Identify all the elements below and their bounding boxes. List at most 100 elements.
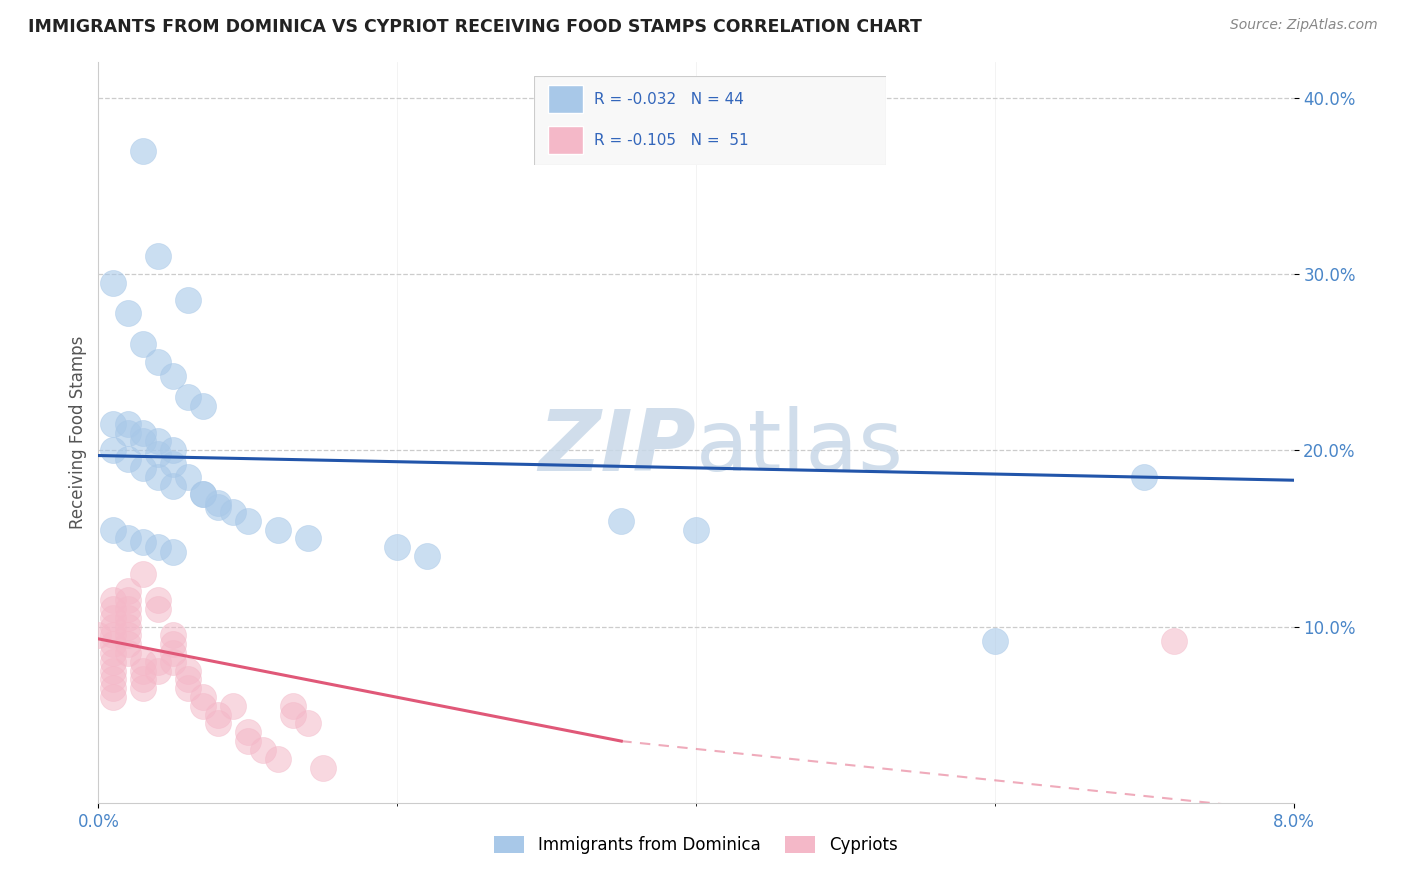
Point: [148, 249, 170, 263]
Point: [103, 602, 125, 616]
Point: [117, 619, 139, 633]
Point: [103, 523, 125, 537]
Point: [117, 593, 139, 607]
Point: [162, 545, 184, 559]
Point: [117, 602, 139, 616]
Point: [103, 646, 125, 660]
Point: [117, 425, 139, 440]
Text: Source: ZipAtlas.com: Source: ZipAtlas.com: [1230, 18, 1378, 32]
Point: [267, 752, 290, 766]
Point: [177, 390, 200, 404]
Point: [117, 646, 139, 660]
Text: ZIP: ZIP: [538, 406, 696, 489]
Point: [148, 593, 170, 607]
Y-axis label: Receiving Food Stamps: Receiving Food Stamps: [69, 336, 87, 529]
Point: [385, 540, 409, 554]
Point: [132, 535, 155, 549]
Point: [610, 514, 633, 528]
Point: [207, 500, 229, 514]
Text: IMMIGRANTS FROM DOMINICA VS CYPRIOT RECEIVING FOOD STAMPS CORRELATION CHART: IMMIGRANTS FROM DOMINICA VS CYPRIOT RECE…: [28, 18, 922, 36]
Point: [162, 646, 184, 660]
Point: [117, 610, 139, 624]
Point: [177, 469, 200, 483]
Bar: [548, 126, 583, 154]
Point: [103, 664, 125, 678]
Point: [103, 417, 125, 431]
Point: [117, 584, 139, 599]
Point: [132, 664, 155, 678]
Point: [177, 293, 200, 308]
Point: [191, 690, 214, 704]
Point: [103, 637, 125, 651]
Point: [103, 628, 125, 642]
Point: [685, 523, 707, 537]
Point: [103, 690, 125, 704]
Point: [132, 461, 155, 475]
Point: [132, 144, 155, 158]
Point: [132, 673, 155, 687]
Point: [132, 566, 155, 581]
Point: [117, 532, 139, 546]
Point: [416, 549, 439, 563]
Point: [236, 514, 259, 528]
Point: [1133, 469, 1156, 483]
Point: [148, 355, 170, 369]
Bar: [548, 85, 583, 113]
Point: [148, 655, 170, 669]
Point: [267, 523, 290, 537]
Point: [1163, 633, 1185, 648]
Point: [103, 655, 125, 669]
Point: [117, 452, 139, 467]
Point: [297, 532, 319, 546]
Point: [252, 743, 274, 757]
Point: [132, 681, 155, 696]
Point: [311, 760, 333, 774]
Point: [207, 716, 229, 731]
Point: [148, 469, 170, 483]
Point: [281, 707, 304, 722]
Point: [191, 487, 214, 501]
Point: [148, 447, 170, 461]
Point: [236, 725, 259, 739]
Point: [117, 306, 139, 320]
Point: [117, 637, 139, 651]
Point: [148, 602, 170, 616]
Point: [207, 707, 229, 722]
Point: [177, 681, 200, 696]
Point: [132, 337, 155, 351]
Point: [222, 698, 245, 713]
Point: [281, 698, 304, 713]
Text: R = -0.105   N =  51: R = -0.105 N = 51: [593, 133, 748, 147]
Point: [103, 619, 125, 633]
Point: [162, 655, 184, 669]
Point: [132, 434, 155, 449]
Text: R = -0.032   N = 44: R = -0.032 N = 44: [593, 92, 744, 106]
Point: [162, 628, 184, 642]
Point: [103, 673, 125, 687]
Point: [148, 664, 170, 678]
Point: [117, 628, 139, 642]
Point: [191, 399, 214, 413]
Point: [132, 425, 155, 440]
Point: [191, 698, 214, 713]
Point: [103, 443, 125, 458]
Point: [984, 633, 1007, 648]
Point: [162, 369, 184, 384]
Text: atlas: atlas: [696, 406, 904, 489]
Point: [162, 637, 184, 651]
Point: [162, 478, 184, 492]
Legend: Immigrants from Dominica, Cypriots: Immigrants from Dominica, Cypriots: [488, 830, 904, 861]
Point: [87, 628, 110, 642]
Point: [297, 716, 319, 731]
Point: [148, 540, 170, 554]
Point: [103, 610, 125, 624]
Point: [103, 681, 125, 696]
Point: [177, 664, 200, 678]
Point: [103, 276, 125, 290]
Point: [191, 487, 214, 501]
Point: [207, 496, 229, 510]
Point: [117, 417, 139, 431]
Point: [222, 505, 245, 519]
Point: [162, 458, 184, 472]
Point: [148, 434, 170, 449]
